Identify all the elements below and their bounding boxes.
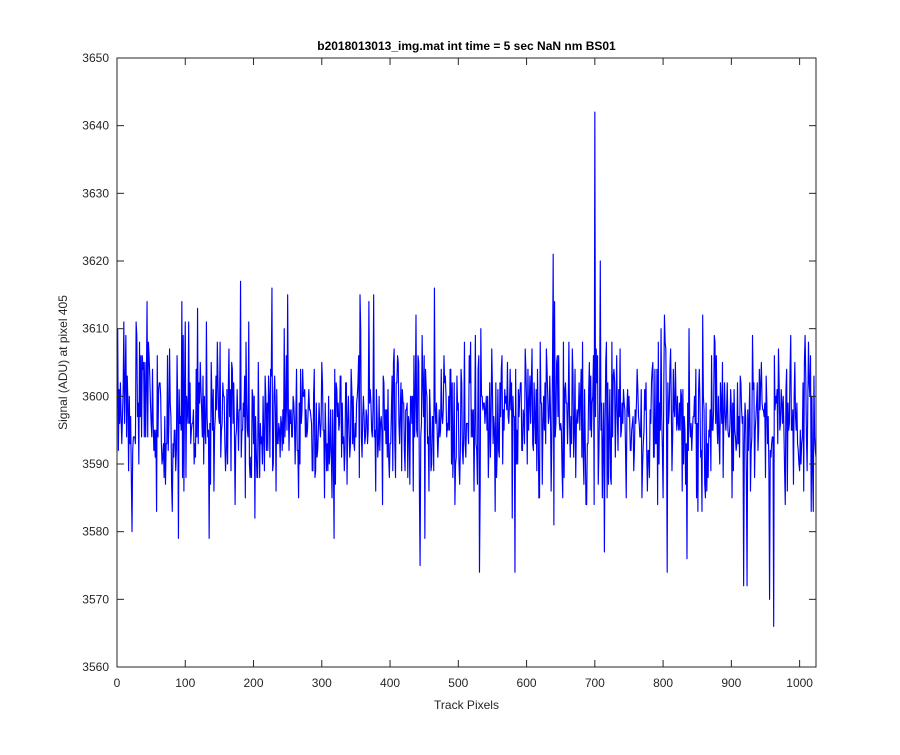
x-tick-label: 100 <box>175 676 195 690</box>
y-tick-label: 3570 <box>82 592 109 606</box>
x-tick-label: 500 <box>448 676 468 690</box>
x-tick-label: 700 <box>585 676 605 690</box>
x-tick-label: 1000 <box>786 676 813 690</box>
chart-title: b2018013013_img.mat int time = 5 sec NaN… <box>317 39 616 53</box>
y-tick-label: 3560 <box>82 660 109 674</box>
y-tick-label: 3620 <box>82 254 109 268</box>
x-tick-label: 200 <box>244 676 264 690</box>
y-tick-label: 3590 <box>82 457 109 471</box>
y-tick-label: 3610 <box>82 322 109 336</box>
x-tick-label: 900 <box>721 676 741 690</box>
x-axis-title: Track Pixels <box>434 698 499 712</box>
axes-box <box>116 57 817 668</box>
axes-layer: 0 100 200 300 400 500 600 700 800 900 1000 3560 3570… <box>82 51 817 690</box>
x-tick-label: 300 <box>312 676 332 690</box>
y-axis-title: Signal (ADU) at pixel 405 <box>56 295 70 430</box>
x-tick-label: 800 <box>653 676 673 690</box>
x-tick-label: 400 <box>380 676 400 690</box>
x-tick-label: 600 <box>517 676 537 690</box>
y-tick-label: 3630 <box>82 186 109 200</box>
y-tick-label: 3650 <box>82 51 109 65</box>
plot-area <box>117 58 816 667</box>
x-tick-label: 0 <box>114 676 121 690</box>
series-line <box>117 111 817 627</box>
y-tick-label: 3580 <box>82 525 109 539</box>
series-layer <box>117 111 817 627</box>
y-tick-label: 3600 <box>82 389 109 403</box>
y-tick-label: 3640 <box>82 119 109 133</box>
